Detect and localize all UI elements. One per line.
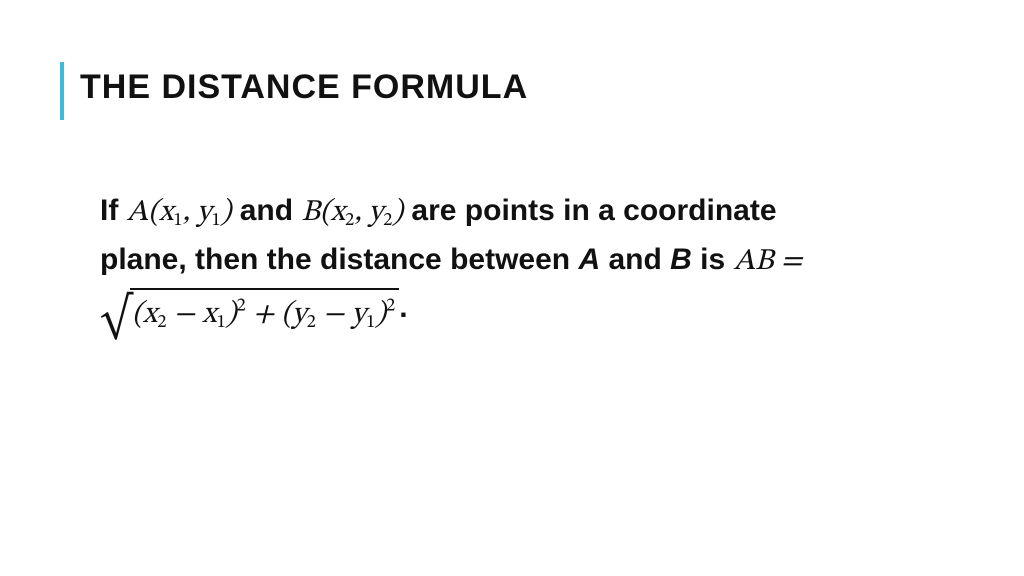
- point-b: B(x2, y2): [301, 198, 403, 228]
- point-a: A(x1, y1): [127, 198, 232, 228]
- text-and2: and: [600, 243, 670, 276]
- text-and: and: [231, 194, 301, 227]
- title-accent-bar: [60, 62, 64, 120]
- radical-sign: √: [100, 288, 132, 351]
- slide: THE DISTANCE FORMULA If A(x1, y1) and B(…: [0, 0, 1024, 576]
- text-period: .: [399, 291, 407, 324]
- text-b-ital: B: [670, 243, 692, 276]
- text-a-ital: A: [578, 243, 600, 276]
- square-root: √(x2 − x1)2 + (y2 − y1)2: [100, 288, 399, 351]
- slide-body-text: If A(x1, y1) and B(x2, y2) are points in…: [100, 188, 860, 351]
- text-is: is: [692, 243, 734, 276]
- radicand: (x2 − x1)2 + (y2 − y1)2: [130, 288, 399, 339]
- text-if: If: [100, 194, 127, 227]
- slide-title: THE DISTANCE FORMULA: [80, 68, 528, 107]
